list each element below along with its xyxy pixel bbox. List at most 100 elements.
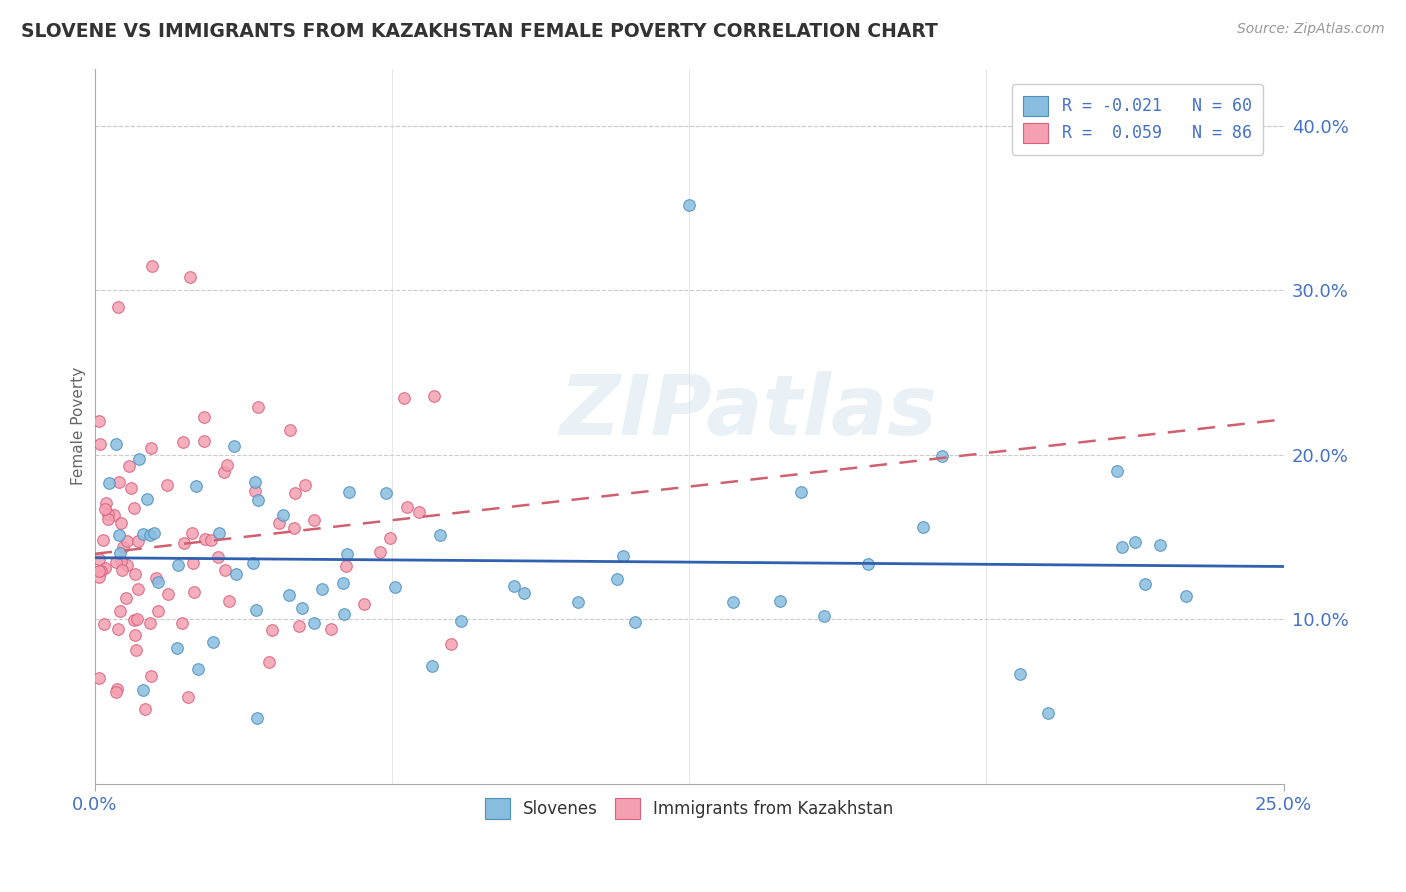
Point	[89, 570, 111, 584]
Point	[134, 702, 156, 716]
Point	[124, 567, 146, 582]
Legend: Slovenes, Immigrants from Kazakhstan: Slovenes, Immigrants from Kazakhstan	[478, 792, 900, 825]
Point	[89, 552, 111, 566]
Point	[93, 616, 115, 631]
Point	[105, 555, 128, 569]
Point	[440, 637, 463, 651]
Point	[89, 436, 111, 450]
Point	[201, 635, 224, 649]
Point	[931, 449, 953, 463]
Point	[384, 580, 406, 594]
Point	[450, 615, 472, 629]
Point	[172, 434, 194, 449]
Point	[143, 525, 166, 540]
Point	[392, 392, 415, 406]
Point	[208, 526, 231, 541]
Point	[246, 711, 269, 725]
Point	[1107, 464, 1129, 478]
Point	[146, 604, 169, 618]
Point	[94, 501, 117, 516]
Point	[139, 528, 162, 542]
Point	[96, 496, 118, 510]
Point	[124, 628, 146, 642]
Point	[912, 520, 935, 534]
Point	[132, 682, 155, 697]
Y-axis label: Female Poverty: Female Poverty	[72, 367, 86, 485]
Point	[107, 300, 129, 314]
Point	[769, 594, 792, 608]
Point	[155, 477, 177, 491]
Point	[193, 410, 215, 425]
Point	[181, 556, 204, 570]
Point	[183, 584, 205, 599]
Point	[128, 452, 150, 467]
Point	[278, 423, 301, 437]
Point	[302, 615, 325, 630]
Point	[319, 622, 342, 636]
Point	[122, 500, 145, 515]
Point	[503, 579, 526, 593]
Point	[107, 528, 129, 542]
Point	[97, 508, 120, 522]
Point	[180, 525, 202, 540]
Point	[90, 565, 112, 579]
Point	[200, 533, 222, 547]
Point	[374, 486, 396, 500]
Point	[606, 572, 628, 586]
Point	[91, 533, 114, 547]
Point	[291, 601, 314, 615]
Point	[127, 582, 149, 596]
Point	[284, 485, 307, 500]
Point	[721, 595, 744, 609]
Point	[111, 563, 134, 577]
Point	[245, 484, 267, 499]
Point	[97, 512, 120, 526]
Point	[115, 558, 138, 573]
Point	[179, 270, 201, 285]
Text: ZIPatlas: ZIPatlas	[560, 371, 938, 452]
Point	[623, 615, 645, 630]
Point	[612, 549, 634, 563]
Point	[247, 493, 270, 508]
Point	[104, 685, 127, 699]
Point	[243, 475, 266, 489]
Point	[1135, 576, 1157, 591]
Point	[225, 566, 247, 581]
Point	[332, 607, 354, 621]
Point	[139, 441, 162, 455]
Point	[423, 389, 446, 403]
Point	[294, 477, 316, 491]
Point	[110, 516, 132, 531]
Point	[89, 671, 111, 685]
Point	[1008, 666, 1031, 681]
Point	[110, 546, 132, 560]
Point	[157, 587, 180, 601]
Point	[1038, 706, 1060, 720]
Point	[311, 582, 333, 597]
Point	[104, 436, 127, 450]
Point	[368, 544, 391, 558]
Point	[207, 550, 229, 565]
Point	[89, 414, 111, 428]
Point	[247, 400, 270, 414]
Point	[193, 434, 215, 448]
Point	[277, 588, 299, 602]
Text: SLOVENE VS IMMIGRANTS FROM KAZAKHSTAN FEMALE POVERTY CORRELATION CHART: SLOVENE VS IMMIGRANTS FROM KAZAKHSTAN FE…	[21, 22, 938, 41]
Point	[283, 521, 305, 535]
Point	[94, 561, 117, 575]
Point	[353, 597, 375, 611]
Point	[89, 564, 111, 578]
Point	[567, 595, 589, 609]
Point	[105, 682, 128, 697]
Point	[335, 559, 357, 574]
Point	[186, 478, 208, 492]
Point	[118, 459, 141, 474]
Point	[177, 690, 200, 704]
Point	[141, 259, 163, 273]
Point	[242, 556, 264, 570]
Point	[98, 475, 121, 490]
Point	[125, 643, 148, 657]
Point	[114, 591, 136, 605]
Point	[136, 491, 159, 506]
Point	[813, 609, 835, 624]
